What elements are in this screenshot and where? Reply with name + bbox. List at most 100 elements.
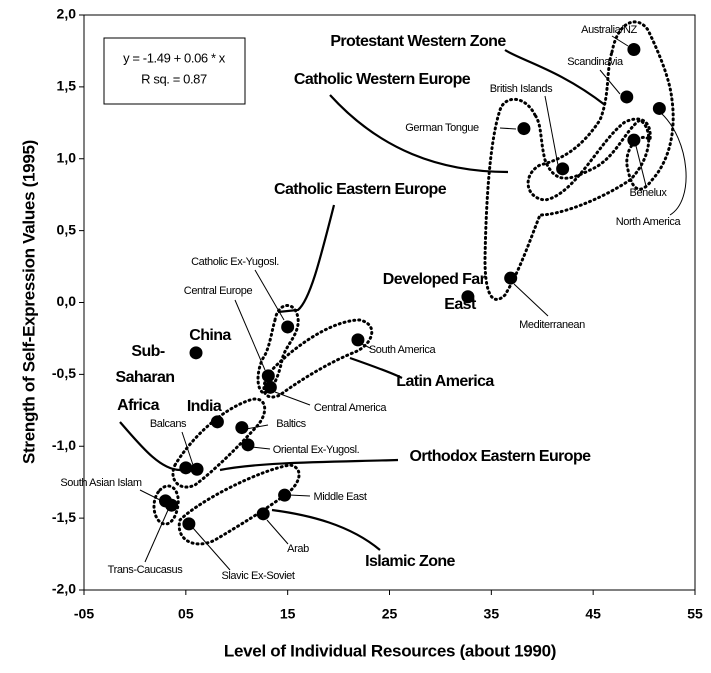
equation-box (103, 37, 246, 105)
zone-south-asia (152, 484, 180, 526)
point-label: Arab (287, 543, 309, 555)
y-tick-label: -0,5 (52, 365, 76, 381)
group-label: Africa (117, 397, 159, 414)
x-tick-label: 15 (280, 606, 296, 622)
y-tick-label: 1,0 (57, 149, 77, 165)
y-tick-label: 1,5 (57, 78, 77, 94)
zone-protestant (526, 20, 675, 202)
point-label: Mediterranean (519, 319, 585, 331)
leader (499, 127, 517, 130)
point-label: German Tongue (405, 122, 479, 134)
zone-line (329, 94, 509, 174)
point (241, 438, 255, 452)
zone-line (504, 49, 606, 106)
x-tick-label: 05 (178, 606, 194, 622)
group-label: Catholic Eastern Europe (274, 181, 447, 198)
point-label: Oriental Ex-Yugosl. (273, 444, 360, 456)
point (235, 421, 249, 435)
group-label: East (444, 296, 477, 313)
point (281, 320, 295, 334)
leader (544, 95, 559, 166)
point-label: Balcans (150, 418, 187, 430)
leader (660, 112, 687, 216)
point-label: Slavic Ex-Soviet (221, 570, 294, 582)
leader (361, 343, 373, 350)
leader (635, 145, 647, 187)
point-label: North America (616, 216, 682, 228)
x-tick-label: 55 (687, 606, 703, 622)
point (652, 101, 666, 115)
y-tick-label: 0,0 (57, 293, 77, 309)
zone-line (277, 204, 336, 314)
point-label: Trans-Caucasus (108, 564, 184, 576)
r-squared: R sq. = 0.87 (141, 71, 207, 86)
point (556, 162, 570, 176)
point-label: South Asian Islam (60, 477, 141, 489)
leader-lines (119, 35, 687, 571)
leader (251, 446, 271, 450)
leader (234, 299, 266, 371)
group-label: China (189, 327, 231, 344)
x-axis-title: Level of Individual Resources (about 199… (224, 641, 556, 660)
group-label: Islamic Zone (365, 553, 455, 570)
point-label: Benelux (630, 187, 668, 199)
zones (152, 20, 675, 546)
group-label: Orthodox Eastern Europe (410, 448, 592, 465)
point (517, 122, 531, 136)
y-tick-label: 2,0 (57, 6, 77, 22)
point-label: South America (369, 344, 437, 356)
y-tick-label: -2,0 (52, 581, 76, 597)
x-tick-label: 45 (585, 606, 601, 622)
point (189, 346, 203, 360)
zone-line (119, 421, 181, 472)
x-tick-label: 25 (382, 606, 398, 622)
point-label: Baltics (276, 418, 306, 430)
point (261, 369, 275, 383)
group-label: Sub- (131, 343, 164, 360)
point (190, 462, 204, 476)
point (182, 517, 196, 531)
point-label: Scandinavia (567, 56, 624, 68)
x-tick-label: 35 (484, 606, 500, 622)
y-tick-label: -1,0 (52, 437, 76, 453)
y-tick-label: 0,5 (57, 221, 77, 237)
point (210, 415, 224, 429)
x-tick-label: -05 (74, 606, 94, 622)
group-label: Latin America (396, 373, 494, 390)
equation: y = -1.49 + 0.06 * x (123, 50, 226, 65)
point-label: Middle East (313, 491, 366, 503)
point (351, 333, 365, 347)
zone-line (271, 508, 381, 551)
leader (611, 35, 629, 47)
point (627, 133, 641, 147)
group-label: Saharan (116, 369, 175, 386)
point (263, 380, 277, 394)
leader (181, 431, 194, 466)
group-label: Developed Far (383, 271, 486, 288)
point (179, 461, 193, 475)
zone-catholic-west (483, 97, 651, 301)
point (278, 488, 292, 502)
y-tick-label: -1,5 (52, 509, 76, 525)
point-label: British Islands (490, 83, 553, 95)
y-axis-title: Strength of Self-Expression Values (1995… (19, 140, 38, 464)
leader (192, 527, 231, 571)
point (256, 507, 270, 521)
point-label: Central America (314, 402, 388, 414)
zone-latin-america (262, 318, 374, 399)
point (504, 271, 518, 285)
leader (144, 509, 169, 563)
point (461, 290, 475, 304)
point-label: Australia/NZ (581, 24, 637, 36)
zone-line (349, 356, 403, 379)
leader (245, 424, 269, 430)
zone-line (219, 458, 399, 472)
point (620, 90, 634, 104)
point (165, 498, 179, 512)
point-label: Central Europe (184, 285, 253, 297)
point-label: Catholic Ex-Yugosl. (191, 256, 279, 268)
group-label: Catholic Western Europe (294, 71, 471, 88)
leader (266, 519, 289, 545)
group-label: Protestant Western Zone (330, 33, 506, 50)
leader (274, 391, 311, 406)
